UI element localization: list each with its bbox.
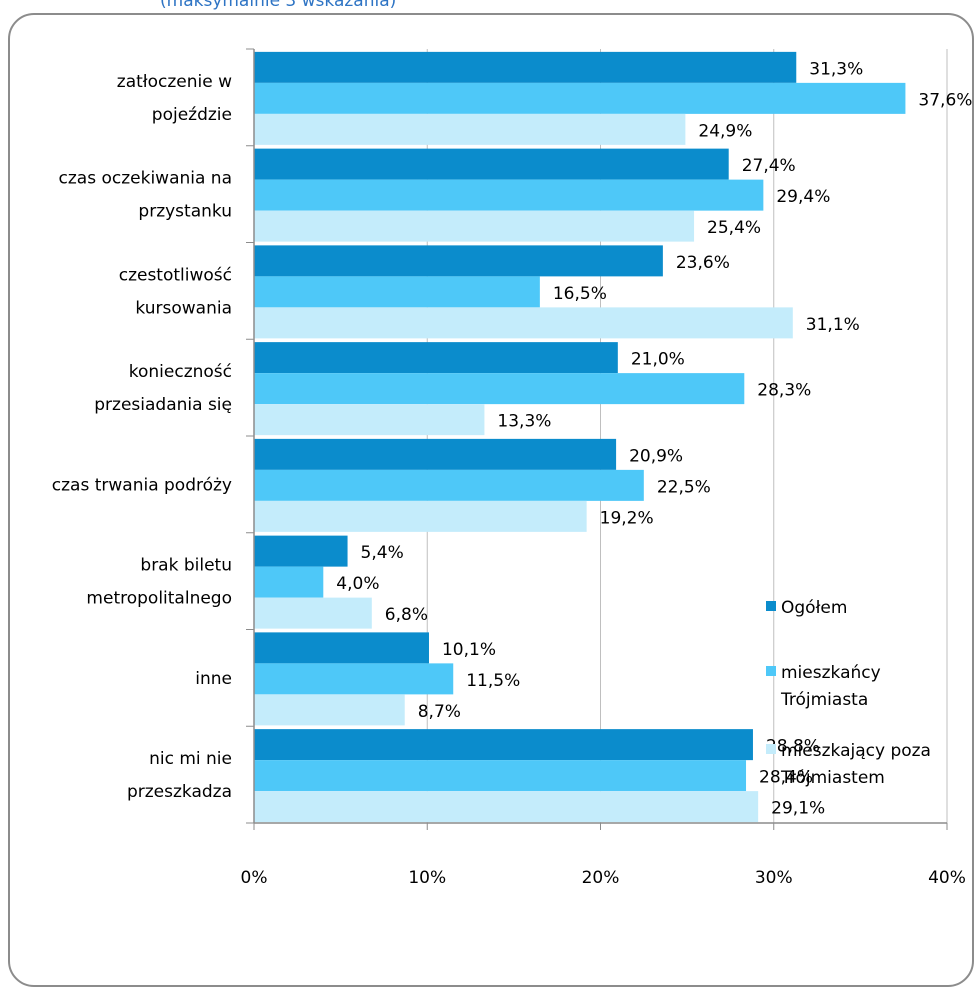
bar <box>254 632 429 663</box>
bar <box>254 211 694 242</box>
data-label: 24,9% <box>698 121 752 141</box>
data-label: 16,5% <box>553 284 607 304</box>
bar <box>254 694 405 725</box>
category-label: czas oczekiwania na <box>59 169 232 189</box>
bar <box>254 598 372 629</box>
bar <box>254 342 618 373</box>
category-label: przeszkadza <box>127 782 232 802</box>
bar <box>254 729 753 760</box>
data-label: 5,4% <box>361 543 404 563</box>
legend-swatch <box>766 601 776 611</box>
bar <box>254 149 729 180</box>
data-label: 23,6% <box>676 253 730 273</box>
category-label: nic mi nie <box>149 749 232 769</box>
data-label: 6,8% <box>385 605 428 625</box>
x-tick-label: 40% <box>928 868 966 888</box>
data-label: 21,0% <box>631 350 685 370</box>
data-label: 8,7% <box>418 702 461 722</box>
bar <box>254 245 663 276</box>
legend-swatch <box>766 744 776 754</box>
legend-label: Trójmiastem <box>780 768 885 788</box>
category-label: czas trwania podróży <box>52 475 232 495</box>
category-label: pojeździe <box>152 105 232 125</box>
data-label: 28,3% <box>757 381 811 401</box>
x-tick-label: 10% <box>408 868 446 888</box>
data-label: 11,5% <box>466 671 520 691</box>
data-label: 29,1% <box>771 799 825 819</box>
data-label: 10,1% <box>442 640 496 660</box>
category-label: zatłoczenie w <box>117 72 232 92</box>
bar <box>254 307 793 338</box>
legend-label: mieszkający poza <box>781 741 931 761</box>
x-tick-label: 20% <box>582 868 620 888</box>
bar <box>254 52 796 83</box>
bar <box>254 404 484 435</box>
bar <box>254 83 905 114</box>
bar <box>254 791 758 822</box>
category-label: kursowania <box>135 298 232 318</box>
category-label: inne <box>195 669 232 689</box>
data-label: 27,4% <box>742 156 796 176</box>
data-label: 4,0% <box>336 574 379 594</box>
category-label: przesiadania się <box>94 395 232 415</box>
bar <box>254 470 644 501</box>
legend-label: Trójmiasta <box>780 690 868 710</box>
legend-swatch <box>766 666 776 676</box>
legend-label: Ogółem <box>781 598 847 618</box>
bar <box>254 760 746 791</box>
bar <box>254 501 587 532</box>
bar <box>254 114 685 145</box>
x-tick-label: 0% <box>241 868 268 888</box>
data-label: 31,1% <box>806 315 860 335</box>
data-label: 31,3% <box>809 59 863 79</box>
bar <box>254 536 348 567</box>
bar <box>254 276 540 307</box>
bar <box>254 567 323 598</box>
data-label: 29,4% <box>776 187 830 207</box>
category-label: brak biletu <box>140 556 232 576</box>
bar <box>254 663 453 694</box>
bar <box>254 373 744 404</box>
legend-label: mieszkańcy <box>781 663 881 683</box>
bar <box>254 439 616 470</box>
data-label: 19,2% <box>600 508 654 528</box>
bar <box>254 180 763 211</box>
x-tick-label: 30% <box>755 868 793 888</box>
data-label: 13,3% <box>497 412 551 432</box>
category-label: czestotliwość <box>119 265 232 285</box>
category-label: metropolitalnego <box>86 589 232 609</box>
data-label: 25,4% <box>707 218 761 238</box>
category-label: konieczność <box>129 362 232 382</box>
data-label: 22,5% <box>657 477 711 497</box>
data-label: 37,6% <box>918 90 972 110</box>
category-label: przystanku <box>138 202 232 222</box>
data-label: 20,9% <box>629 446 683 466</box>
